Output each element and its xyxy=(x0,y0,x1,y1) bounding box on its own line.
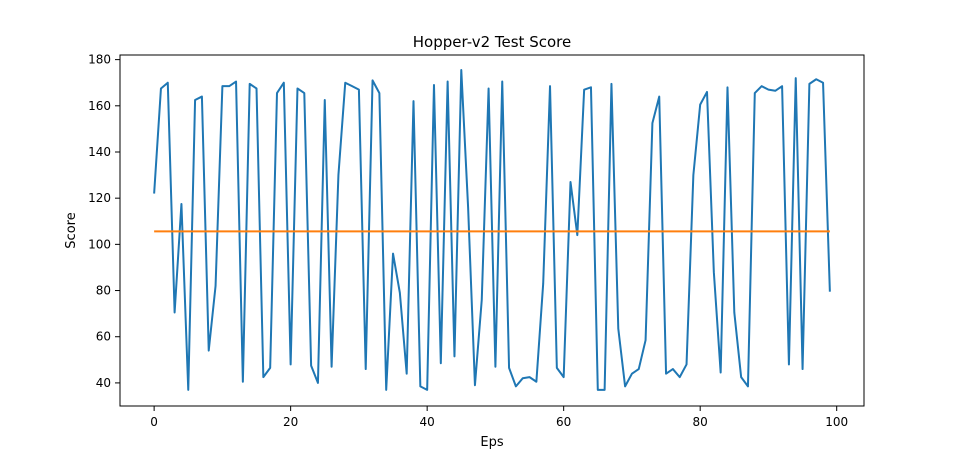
y-tick-label: 80 xyxy=(96,284,111,298)
y-tick-label: 100 xyxy=(88,237,111,251)
x-tick-label: 0 xyxy=(150,415,158,429)
x-tick-label: 20 xyxy=(283,415,298,429)
y-tick-label: 120 xyxy=(88,191,111,205)
y-tick-label: 180 xyxy=(88,53,111,67)
chart-title: Hopper-v2 Test Score xyxy=(413,33,571,51)
x-axis: 0 20 40 60 80 100 xyxy=(150,406,848,429)
x-tick-label: 40 xyxy=(420,415,435,429)
x-axis-label: Eps xyxy=(480,435,503,450)
y-tick-label: 40 xyxy=(96,376,111,390)
plot-area xyxy=(153,69,831,391)
plot-frame xyxy=(119,54,865,407)
y-tick-label: 160 xyxy=(88,99,111,113)
series-line-1 xyxy=(153,69,831,391)
y-tick-label: 60 xyxy=(96,330,111,344)
y-axis: 40 60 80 100 120 140 160 180 xyxy=(88,53,120,390)
y-tick-label: 140 xyxy=(88,145,111,159)
x-tick-label: 80 xyxy=(693,415,708,429)
y-axis-label: Score xyxy=(64,212,79,248)
x-tick-label: 100 xyxy=(825,415,848,429)
x-tick-label: 60 xyxy=(556,415,571,429)
